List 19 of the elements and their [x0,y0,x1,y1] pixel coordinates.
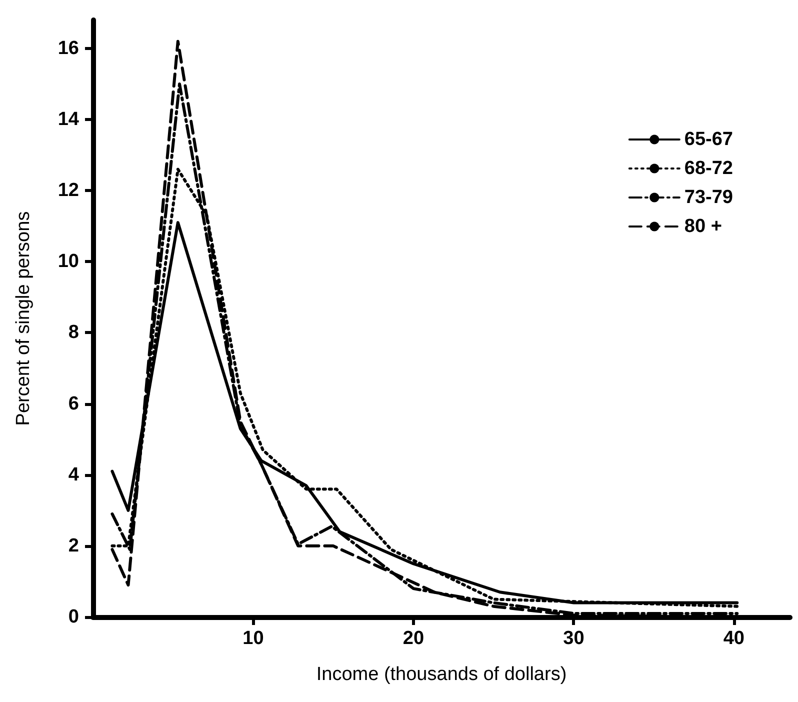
y-tick-label: 4 [68,464,80,486]
y-tick-label: 10 [58,251,79,272]
x-tick-label: 30 [563,628,584,649]
y-tick-label: 12 [58,180,79,202]
legend-label: 73-79 [684,187,734,208]
y-tick-label: 2 [68,535,79,556]
y-tick-label: 8 [68,322,79,344]
legend-label: 80 + [684,216,722,237]
y-tick-label: 6 [68,393,79,414]
y-tick-label: 14 [58,109,80,130]
legend-label: 65-67 [684,129,734,150]
y-tick-label: 16 [58,38,79,59]
x-axis-title: Income (thousands of dollars) [316,664,567,685]
x-tick-label: 40 [723,628,744,649]
y-tick-label: 0 [68,606,79,628]
x-tick-label: 10 [242,628,264,649]
legend-label: 68-72 [684,158,734,179]
y-axis-title: Percent of single persons [13,211,34,426]
x-tick-label: 20 [402,628,424,649]
